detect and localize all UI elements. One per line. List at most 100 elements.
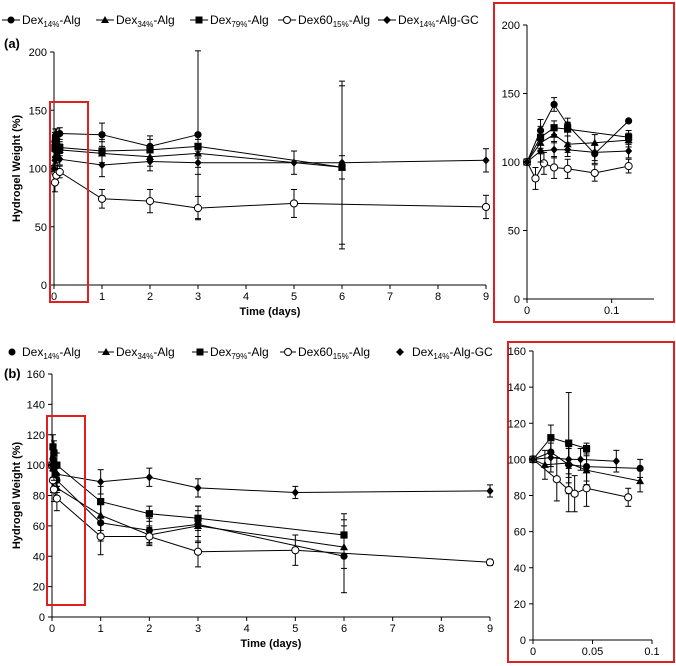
y-tick-label: 200 <box>502 20 520 32</box>
y-tick-label: 200 <box>29 47 47 59</box>
x-tick-label: 0 <box>51 291 57 303</box>
x-tick-label: 2 <box>146 623 152 635</box>
data-point <box>289 199 299 208</box>
data-point <box>56 129 64 138</box>
x-tick-label: 3 <box>195 291 201 303</box>
x-tick-label: 9 <box>487 623 493 635</box>
y-tick-label: 60 <box>514 527 526 539</box>
y-tick-label: 80 <box>514 491 526 503</box>
x-tick-label: 0 <box>530 646 536 658</box>
y-tick-label: 140 <box>27 399 45 411</box>
x-tick-label: 4 <box>243 291 249 303</box>
y-tick-label: 50 <box>35 222 47 234</box>
data-point <box>50 164 58 173</box>
data-point <box>145 473 153 482</box>
data-point <box>565 455 573 464</box>
series-line <box>526 134 629 163</box>
data-point <box>145 510 153 518</box>
data-point <box>564 485 573 495</box>
panel-label-b: (b) <box>4 366 21 381</box>
y-tick-label: 40 <box>33 551 45 563</box>
data-point <box>547 434 555 442</box>
y-tick-label: 50 <box>508 226 520 238</box>
y-axis-label: Hydrogel Weight (%) <box>11 441 23 549</box>
y-tick-label: 120 <box>508 418 526 430</box>
data-point <box>96 532 105 541</box>
zoom-region-b <box>46 415 86 606</box>
legend-a-item: Dex14%-Alg <box>2 13 81 29</box>
data-point <box>577 455 585 464</box>
x-tick-label: 8 <box>438 623 444 635</box>
svg-text:Dex6015%-Alg: Dex6015%-Alg <box>298 13 370 29</box>
y-tick-label: 20 <box>514 599 526 611</box>
panel-label-a: (a) <box>4 36 20 51</box>
svg-text:Dex34%-Alg: Dex34%-Alg <box>116 13 175 29</box>
data-point <box>145 197 155 206</box>
series <box>529 442 620 475</box>
data-point <box>531 174 540 183</box>
x-tick-label: 2 <box>147 291 153 303</box>
data-point <box>536 146 545 156</box>
data-point <box>486 486 494 496</box>
data-point <box>49 485 59 494</box>
y-axis-label: Hydrogel Weight (%) <box>11 114 23 222</box>
data-point <box>97 497 105 506</box>
data-point <box>145 532 154 541</box>
y-tick-label: 80 <box>33 491 45 503</box>
plot-a-main: 0 50 100 150 200 0 1 2 3 4 5 6 7 8 9 Time (days) Hydroge… <box>11 47 491 318</box>
y-tick-label: 100 <box>27 460 45 472</box>
data-point <box>338 158 346 167</box>
data-point <box>582 444 591 453</box>
y-tick-label: 0 <box>41 280 47 292</box>
x-tick-label: 6 <box>341 623 347 635</box>
data-point <box>550 145 558 154</box>
legend-b-item: Dex79%-Alg <box>192 345 269 361</box>
inset-a-frame <box>493 2 675 323</box>
y-tick-label: 0 <box>39 612 45 624</box>
series <box>523 125 633 166</box>
series <box>48 452 494 500</box>
data-point <box>50 464 58 473</box>
series <box>49 164 491 221</box>
legend-b-item: Dex14%-Alg-GC <box>396 345 493 361</box>
svg-text:Dex6015%-Alg: Dex6015%-Alg <box>298 345 370 361</box>
y-tick-label: 40 <box>514 563 526 575</box>
data-point <box>529 455 537 464</box>
y-tick-label: 140 <box>508 382 526 394</box>
data-point <box>291 546 300 555</box>
data-point <box>98 131 106 139</box>
svg-text:Dex14%-Alg: Dex14%-Alg <box>22 13 81 29</box>
data-point <box>481 202 491 212</box>
legend-b-item: Dex14%-Alg <box>8 345 81 361</box>
svg-text:Dex34%-Alg: Dex34%-Alg <box>116 345 175 361</box>
data-point <box>55 167 64 177</box>
data-point <box>625 133 633 141</box>
y-tick-label: 100 <box>29 164 47 176</box>
data-point <box>291 488 299 497</box>
series-line <box>52 464 491 494</box>
data-point <box>565 439 573 447</box>
data-point <box>539 159 549 168</box>
data-point <box>624 162 633 171</box>
data-point <box>550 124 558 132</box>
x-axis-label: Time (days) <box>240 306 301 318</box>
legend-b-item: Dex6015%-Alg <box>280 345 370 361</box>
data-point <box>49 443 57 451</box>
series-line <box>53 168 487 209</box>
plot-b-main: 0 20 40 60 80 100 120 140 160 0 1 2 3 4 5 6 7 8 9 Time (day… <box>11 369 495 650</box>
data-point <box>51 143 59 152</box>
data-point <box>564 125 572 133</box>
x-tick-label: 0.05 <box>582 646 603 658</box>
plot-a-inset: 0 50 100 150 200 0 0.1 <box>502 20 654 317</box>
data-point <box>97 477 105 486</box>
data-point <box>612 457 620 466</box>
data-point <box>550 100 558 109</box>
x-tick-label: 9 <box>483 291 489 303</box>
data-point <box>625 146 633 156</box>
data-point <box>552 475 561 484</box>
x-tick-label: 7 <box>387 291 393 303</box>
y-tick-label: 0 <box>520 635 526 647</box>
x-tick-label: 4 <box>244 623 250 635</box>
data-point <box>549 163 559 172</box>
